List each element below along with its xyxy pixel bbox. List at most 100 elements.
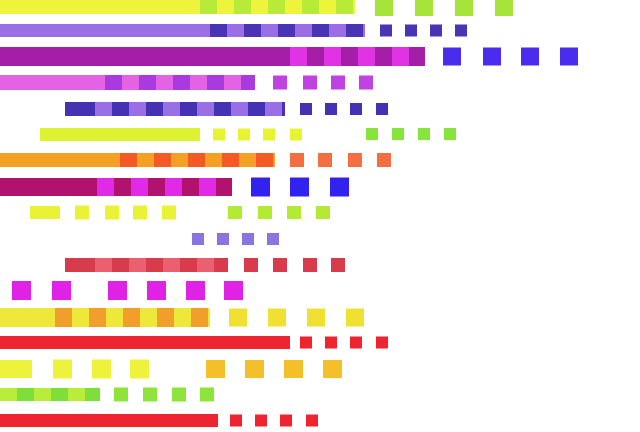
bar-segment: [312, 24, 329, 37]
bar-segment: [256, 153, 273, 167]
bar-segment: [140, 308, 157, 327]
square: [290, 128, 302, 141]
square: [444, 128, 456, 140]
bar-segment: [0, 388, 17, 401]
square: [267, 233, 279, 245]
bar: [0, 308, 55, 327]
bar-segment: [165, 178, 182, 196]
bar-segment: [171, 153, 188, 167]
bar-segment: [105, 75, 122, 90]
square: [230, 414, 242, 427]
square: [323, 360, 342, 378]
bar-segment: [146, 102, 163, 116]
square: [350, 336, 362, 349]
bar-segment: [290, 47, 307, 66]
bar-segment: [358, 47, 375, 66]
square: [290, 177, 309, 197]
square: [12, 281, 31, 300]
square: [280, 414, 292, 427]
square: [359, 75, 373, 90]
square: [366, 128, 378, 140]
bar-segment: [180, 258, 197, 272]
bar-segment: [363, 24, 365, 37]
square: [108, 281, 127, 300]
square: [213, 128, 225, 141]
bar-segment: [222, 153, 239, 167]
square: [105, 205, 119, 220]
bar-segment: [188, 153, 205, 167]
bar-segment: [231, 102, 248, 116]
bar-segment: [214, 102, 231, 116]
bar-segment: [200, 0, 217, 14]
bar-segment: [95, 102, 112, 116]
bar-segment: [409, 47, 425, 66]
square: [348, 153, 362, 167]
square: [147, 281, 166, 300]
square: [483, 47, 501, 66]
square: [273, 75, 287, 90]
square: [376, 103, 388, 115]
bar: [0, 360, 32, 378]
square: [224, 281, 243, 300]
bar: [0, 153, 120, 167]
square: [455, 24, 467, 37]
square: [217, 233, 229, 245]
bar-segment: [329, 24, 346, 37]
bar-segment: [207, 75, 224, 90]
square: [377, 153, 391, 167]
square: [258, 206, 272, 219]
bar-segment: [302, 0, 319, 14]
bar-segment: [191, 308, 208, 327]
bar-segment: [174, 308, 191, 327]
bar-segment: [282, 102, 285, 116]
square: [443, 47, 461, 66]
bar-segment: [375, 47, 392, 66]
bar-segment: [131, 178, 148, 196]
bar-segment: [95, 258, 112, 272]
bar-segment: [261, 24, 278, 37]
bar-segment: [85, 388, 100, 401]
bar-segment: [336, 0, 353, 14]
square: [376, 336, 388, 349]
square: [229, 308, 247, 327]
bar-segment: [34, 388, 51, 401]
square: [192, 233, 204, 245]
bar-segment: [319, 0, 336, 14]
square: [75, 205, 89, 220]
square: [300, 103, 312, 115]
square: [521, 47, 539, 66]
square: [303, 75, 317, 90]
square: [186, 281, 205, 300]
square: [405, 24, 417, 37]
square: [300, 336, 312, 349]
bar: [0, 178, 97, 196]
bar-segment: [154, 153, 171, 167]
bar: [0, 0, 200, 14]
bar-segment: [129, 102, 146, 116]
bar-segment: [89, 308, 106, 327]
bar-segment: [208, 308, 210, 327]
square: [92, 359, 111, 379]
square: [455, 0, 473, 16]
square: [495, 0, 513, 16]
bar-segment: [106, 308, 123, 327]
bar-segment: [392, 47, 409, 66]
square: [290, 153, 304, 167]
square: [306, 414, 318, 427]
square: [392, 128, 404, 140]
bar-segment: [51, 388, 68, 401]
bar-segment: [112, 102, 129, 116]
bar: [0, 75, 105, 90]
bar-segment: [156, 75, 173, 90]
bar-segment: [197, 258, 214, 272]
bar-segment: [341, 47, 358, 66]
bar-segment: [163, 258, 180, 272]
bar-segment: [122, 75, 139, 90]
bar-segment: [265, 102, 282, 116]
square: [273, 258, 287, 272]
square: [268, 308, 286, 327]
square: [430, 24, 442, 37]
bar: [65, 102, 95, 116]
